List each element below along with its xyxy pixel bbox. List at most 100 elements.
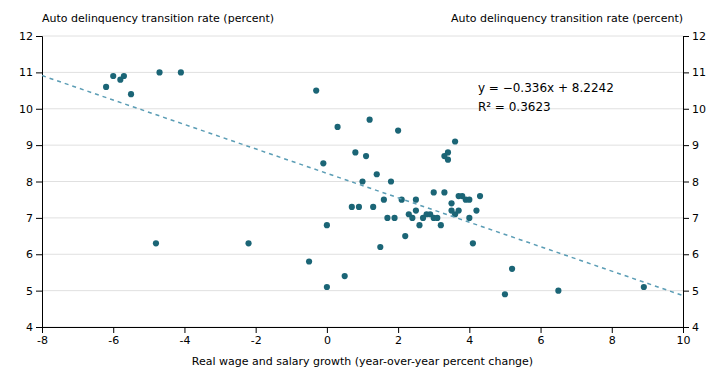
tick-mark: [184, 327, 185, 333]
y-axis: 456789101112: [19, 30, 43, 334]
tick-label: -6: [108, 334, 119, 347]
plot: -8-6-4-20246810456789101112456789101112: [19, 30, 706, 347]
point: [416, 222, 422, 228]
point: [359, 178, 365, 184]
point: [356, 204, 362, 210]
tick-label: 8: [609, 334, 616, 347]
tick: 9: [26, 139, 42, 152]
tick-label: 2: [395, 334, 402, 347]
point: [509, 266, 515, 272]
tick-label: 10: [692, 103, 706, 116]
point: [445, 157, 451, 163]
point: [456, 208, 462, 214]
point: [334, 124, 340, 130]
tick-label: -2: [251, 334, 262, 347]
point: [363, 153, 369, 159]
point: [381, 197, 387, 203]
x-axis: -8-6-4-20246810: [37, 327, 690, 347]
tick-mark: [398, 327, 399, 333]
tick: 5: [683, 285, 699, 298]
tick-label: 6: [692, 248, 699, 261]
grid-line: [42, 36, 683, 37]
point: [434, 215, 440, 221]
x-axis-title: Real wage and salary growth (year-over-y…: [192, 355, 533, 368]
point: [445, 149, 451, 155]
point: [477, 193, 483, 199]
tick-label: 4: [466, 334, 473, 347]
point: [466, 197, 472, 203]
annotation: R² = 0.3623: [478, 100, 551, 114]
tick-label: 7: [692, 212, 699, 225]
point: [320, 160, 326, 166]
chart: -8-6-4-20246810456789101112456789101112R…: [0, 0, 725, 373]
tick-mark: [36, 327, 42, 328]
point: [452, 138, 458, 144]
tick-mark: [36, 254, 42, 255]
y2-axis-title: Auto delinquency transition rate (percen…: [451, 12, 683, 25]
tick-mark: [469, 327, 470, 333]
tick-mark: [683, 327, 689, 328]
marks: [42, 69, 683, 297]
point: [473, 208, 479, 214]
point: [441, 189, 447, 195]
point: [502, 291, 508, 297]
point: [110, 73, 116, 79]
tick: 9: [683, 139, 699, 152]
tick-label: 6: [538, 334, 545, 347]
tick-label: 10: [19, 103, 33, 116]
tick-mark: [612, 327, 613, 333]
point: [377, 244, 383, 250]
tick: 8: [609, 327, 616, 347]
tick-label: 7: [26, 212, 33, 225]
tick-mark: [36, 218, 42, 219]
grid-line: [42, 108, 683, 109]
tick: 8: [683, 176, 699, 189]
tick-label: 11: [692, 66, 706, 79]
tick: -2: [251, 327, 262, 347]
point: [245, 240, 251, 246]
point: [409, 215, 415, 221]
point: [641, 284, 647, 290]
point: [413, 208, 419, 214]
tick-mark: [36, 72, 42, 73]
axis-line: [36, 37, 43, 328]
tick-mark: [36, 145, 42, 146]
tick: 4: [683, 321, 699, 334]
point: [388, 178, 394, 184]
point: [413, 197, 419, 203]
annotation: y = −0.336x + 8.2242: [478, 81, 614, 95]
point: [178, 69, 184, 75]
tick: 11: [683, 66, 706, 79]
tick-label: 12: [692, 30, 706, 43]
tick: 10: [677, 327, 691, 347]
tick-label: 9: [26, 139, 33, 152]
point: [121, 73, 127, 79]
point: [470, 240, 476, 246]
tick-mark: [683, 36, 689, 37]
tick: 0: [324, 327, 331, 347]
grid-line: [42, 290, 683, 291]
axis-line: [43, 328, 684, 334]
labels: Real wage and salary growth (year-over-y…: [42, 12, 683, 368]
point: [306, 258, 312, 264]
tick: 7: [683, 212, 699, 225]
y2-axis: 4 5 6 7 8 9 10 11 12: [683, 30, 706, 334]
point: [128, 91, 134, 97]
regression-line: [42, 76, 683, 296]
point: [349, 204, 355, 210]
tick-label: 10: [677, 334, 691, 347]
tick: -4: [179, 327, 190, 347]
y-axis-title: Auto delinquency transition rate (percen…: [42, 12, 274, 25]
tick: 4: [466, 327, 473, 347]
grid-line: [42, 217, 683, 218]
tick: 6: [538, 327, 545, 347]
point: [352, 149, 358, 155]
point: [103, 84, 109, 90]
tick-label: 4: [692, 321, 699, 334]
point: [324, 222, 330, 228]
point: [395, 127, 401, 133]
tick-label: 5: [692, 285, 699, 298]
tick-label: 6: [26, 248, 33, 261]
tick-label: 4: [26, 321, 33, 334]
tick-mark: [683, 254, 689, 255]
